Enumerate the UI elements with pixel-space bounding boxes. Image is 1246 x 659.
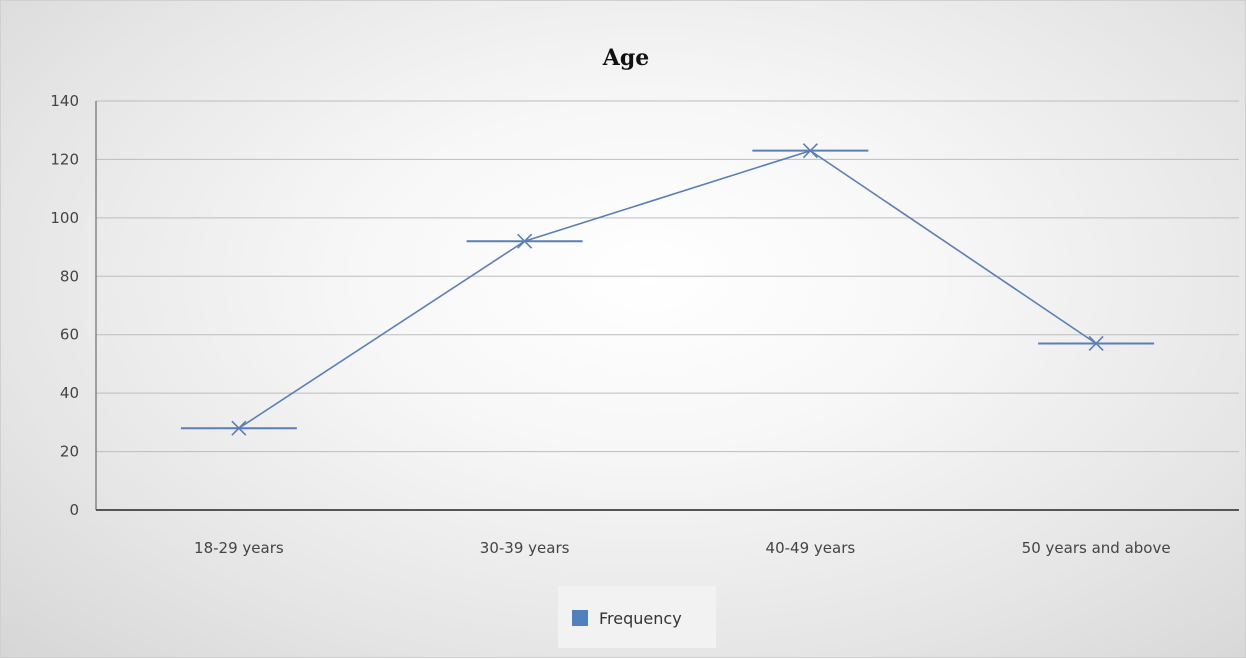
y-tick-label: 60 <box>60 326 79 344</box>
x-tick-label: 30-39 years <box>480 539 570 557</box>
x-tick-label: 18-29 years <box>194 539 284 557</box>
y-tick-label: 120 <box>50 150 79 168</box>
data-point <box>180 420 297 436</box>
y-tick-label: 80 <box>60 267 79 285</box>
point-marker-x <box>1088 335 1104 352</box>
y-tick-label: 0 <box>69 501 79 519</box>
data-point <box>466 233 583 249</box>
y-tick-label: 40 <box>60 384 79 402</box>
point-marker-x <box>231 420 247 436</box>
point-marker-x <box>802 143 818 159</box>
chart-title: Age <box>602 45 649 71</box>
x-axis-ticks: 18-29 years 30-39 years 40-49 years 50 year… <box>194 539 1171 557</box>
x-tick-label: 50 years and above <box>1022 539 1171 557</box>
y-tick-label: 20 <box>60 443 79 461</box>
axes <box>95 101 1239 511</box>
y-tick-label: 140 <box>50 92 79 110</box>
legend: Frequency <box>558 586 716 648</box>
legend-swatch-frequency <box>572 610 588 626</box>
y-tick-label: 100 <box>50 209 79 227</box>
data-point <box>1038 335 1155 352</box>
y-axis-ticks: 0 20 40 60 80 100 120 140 <box>50 92 79 519</box>
series-frequency <box>180 143 1155 436</box>
data-point <box>752 143 869 159</box>
gridlines <box>96 100 1239 453</box>
legend-label-frequency: Frequency <box>599 609 682 628</box>
point-marker-x <box>517 233 533 249</box>
x-tick-label: 40-49 years <box>766 539 856 557</box>
series-line <box>238 149 1097 429</box>
